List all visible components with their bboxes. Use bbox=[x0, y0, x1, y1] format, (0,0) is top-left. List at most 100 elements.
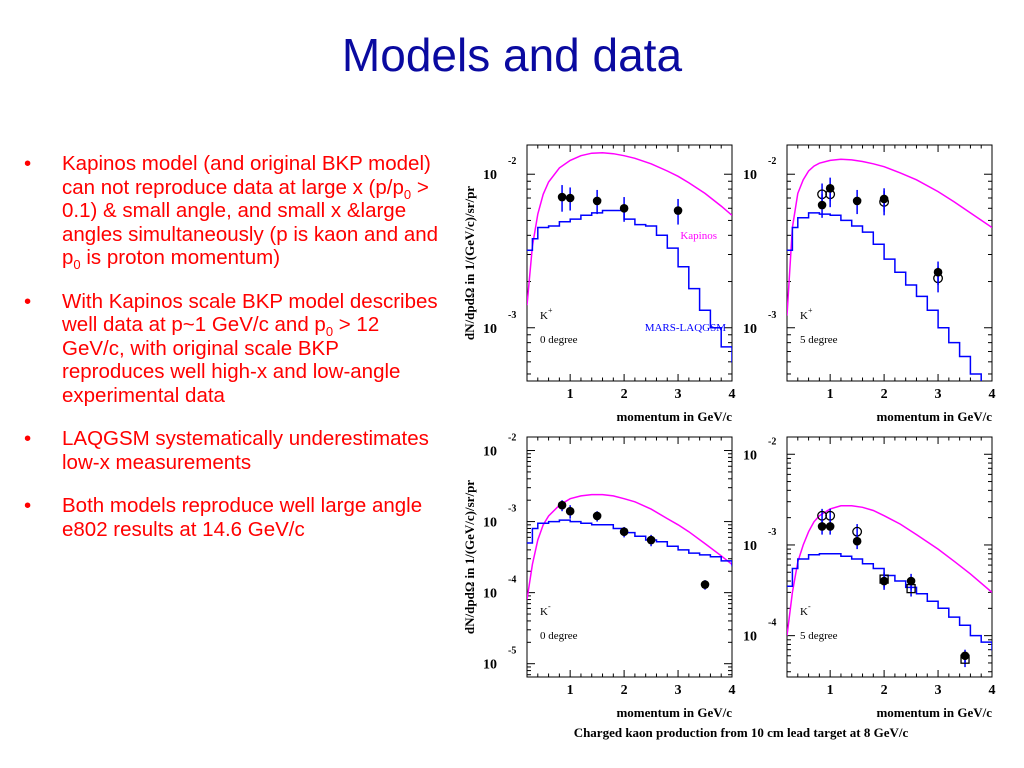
data-point bbox=[565, 506, 575, 516]
x-tick-label: 4 bbox=[729, 387, 736, 402]
particle-label: K+ bbox=[800, 306, 813, 322]
data-point bbox=[619, 527, 629, 537]
data-point bbox=[933, 267, 943, 277]
kaon-production-figure: Charged kaon production from 10 cm lead … bbox=[462, 144, 996, 740]
particle-charge: - bbox=[548, 602, 551, 611]
bullet-subscript: 0 bbox=[403, 186, 412, 202]
x-tick-label: 3 bbox=[675, 683, 682, 698]
bullet-item: Kapinos model (and original BKP model) c… bbox=[20, 152, 445, 271]
data-point bbox=[960, 651, 970, 661]
kapinos-curve bbox=[787, 158, 992, 316]
y-axis-label: dN/dpdΩ in 1/(GeV/c)/sr/pr bbox=[462, 480, 477, 634]
data-point bbox=[852, 196, 862, 206]
data-point bbox=[906, 576, 916, 586]
y-tick-exponent: -5 bbox=[508, 646, 516, 657]
mars-laqgsm-histogram bbox=[527, 209, 732, 363]
bullet-text: Kapinos model (and original BKP model) c… bbox=[62, 152, 431, 199]
chart-panel-3: 1 2 3 4 momentum in GeV/c 10 -2 10 -3 10 -4 10 -5 dN/… bbox=[462, 433, 736, 720]
mars-laqgsm-histogram bbox=[527, 519, 732, 567]
data-point bbox=[646, 535, 656, 545]
figure-caption: Charged kaon production from 10 cm lead … bbox=[574, 725, 909, 740]
bullet-text: > 12 GeV/c, with original scale BKP repr… bbox=[62, 313, 401, 407]
data-point bbox=[825, 522, 835, 531]
data-point bbox=[825, 183, 835, 193]
data-point bbox=[700, 580, 710, 589]
data-point bbox=[619, 203, 629, 213]
y-tick-label: 10 bbox=[483, 445, 497, 460]
x-axis-label: momentum in GeV/c bbox=[616, 705, 732, 720]
data-point bbox=[673, 206, 683, 215]
x-tick-label: 4 bbox=[729, 683, 736, 698]
particle-label: K- bbox=[800, 602, 811, 618]
x-tick-label: 1 bbox=[567, 683, 574, 698]
mars-laqgsm-histogram bbox=[787, 552, 992, 651]
plot-area bbox=[527, 493, 732, 600]
plot-area bbox=[787, 158, 992, 381]
x-tick-label: 1 bbox=[827, 387, 834, 402]
x-tick-label: 1 bbox=[827, 683, 834, 698]
data-point bbox=[852, 536, 862, 546]
angle-label: 0 degree bbox=[540, 630, 578, 642]
y-tick-label: 10 bbox=[743, 322, 757, 337]
particle-label: K- bbox=[540, 602, 551, 618]
bullet-text: is proton momentum) bbox=[80, 246, 281, 269]
y-tick-exponent: -2 bbox=[508, 433, 516, 444]
kapinos-curve bbox=[787, 505, 992, 636]
y-tick-label: 10 bbox=[483, 168, 497, 183]
kapinos-curve bbox=[527, 151, 732, 306]
data-point bbox=[817, 522, 827, 531]
data-point bbox=[879, 576, 889, 586]
y-tick-label: 10 bbox=[743, 168, 757, 183]
x-tick-label: 3 bbox=[935, 683, 942, 698]
data-point bbox=[557, 500, 567, 510]
angle-label: 5 degree bbox=[800, 630, 838, 642]
y-tick-label: 10 bbox=[743, 630, 757, 645]
angle-label: 0 degree bbox=[540, 334, 578, 346]
y-tick-exponent: -3 bbox=[508, 310, 516, 321]
chart-panel-4: 1 2 3 4 momentum in GeV/c 10 -2 10 -3 10 -4 K- 5 deg… bbox=[743, 436, 996, 720]
x-tick-label: 2 bbox=[881, 683, 888, 698]
x-tick-label: 3 bbox=[935, 387, 942, 402]
plot-frame bbox=[786, 144, 993, 382]
y-tick-exponent: -4 bbox=[768, 618, 776, 629]
bullet-text: > 0.1) & small angle, and small x &large… bbox=[62, 175, 439, 270]
data-point bbox=[565, 193, 575, 203]
particle-symbol: K bbox=[800, 310, 808, 322]
y-tick-label: 10 bbox=[483, 658, 497, 673]
y-tick-label: 10 bbox=[743, 539, 757, 554]
bullet-item: LAQGSM systematically underestimates low… bbox=[20, 427, 445, 474]
x-axis-label: momentum in GeV/c bbox=[876, 409, 992, 424]
particle-symbol: K bbox=[540, 606, 548, 618]
bullet-item: Both models reproduce well large angle e… bbox=[20, 494, 445, 541]
x-tick-label: 4 bbox=[989, 683, 996, 698]
data-point bbox=[557, 192, 567, 202]
particle-symbol: K bbox=[800, 606, 808, 618]
bullet-item: With Kapinos scale BKP model describes w… bbox=[20, 290, 445, 408]
x-tick-label: 3 bbox=[675, 387, 682, 402]
y-tick-exponent: -3 bbox=[768, 310, 776, 321]
bullet-subscript: 0 bbox=[325, 324, 334, 340]
plot-area bbox=[787, 505, 992, 668]
x-axis-label: momentum in GeV/c bbox=[876, 705, 992, 720]
bullet-text: With Kapinos scale BKP model describes w… bbox=[62, 289, 438, 337]
y-tick-label: 10 bbox=[483, 322, 497, 337]
plot-frame bbox=[526, 144, 733, 382]
y-tick-exponent: -2 bbox=[768, 156, 776, 167]
y-tick-exponent: -4 bbox=[508, 575, 516, 586]
bullet-list: Kapinos model (and original BKP model) c… bbox=[20, 152, 445, 561]
plot-frame bbox=[786, 436, 993, 678]
x-tick-label: 2 bbox=[881, 387, 888, 402]
x-tick-label: 2 bbox=[621, 387, 628, 402]
data-point bbox=[879, 194, 889, 204]
x-tick-label: 2 bbox=[621, 683, 628, 698]
particle-charge: + bbox=[808, 306, 813, 315]
angle-label: 5 degree bbox=[800, 334, 838, 346]
y-tick-label: 10 bbox=[483, 587, 497, 602]
chart-panel-1: 1 2 3 4 momentum in GeV/c 10 -2 10 -3 dN/dpdΩ in … bbox=[462, 144, 736, 424]
particle-symbol: K bbox=[540, 310, 548, 322]
y-tick-label: 10 bbox=[483, 516, 497, 531]
data-point bbox=[592, 511, 602, 521]
particle-label: K+ bbox=[540, 306, 553, 322]
y-tick-exponent: -3 bbox=[768, 527, 776, 538]
